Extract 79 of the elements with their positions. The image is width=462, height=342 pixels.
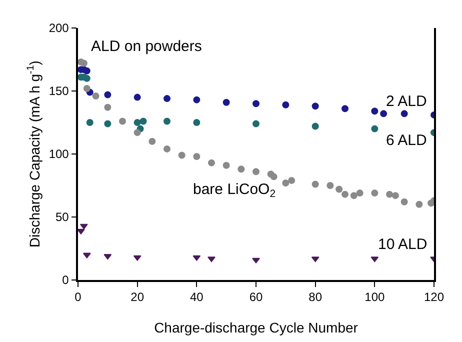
point [104, 104, 112, 111]
point [104, 91, 112, 98]
point [80, 224, 88, 230]
y-tick-label: 0 [62, 273, 70, 288]
point [83, 67, 90, 74]
x-tick-label: 60 [249, 290, 263, 304]
point [252, 120, 260, 128]
point [252, 100, 260, 108]
series-label: 2 ALD [386, 93, 428, 110]
point [104, 120, 112, 128]
point [192, 255, 201, 261]
point [392, 192, 399, 200]
point [416, 200, 423, 208]
point [104, 254, 112, 260]
x-tick-label: 40 [190, 290, 204, 304]
point [193, 96, 200, 104]
series-label: 6 ALD [386, 132, 428, 149]
point [336, 186, 343, 193]
point [342, 190, 348, 198]
point [282, 179, 290, 186]
point [371, 125, 378, 132]
point [178, 152, 186, 159]
y-tick-label: 200 [48, 21, 70, 36]
point [356, 190, 364, 197]
point [252, 168, 260, 176]
point [350, 192, 358, 200]
point [252, 258, 260, 264]
point [80, 60, 88, 67]
point [133, 255, 142, 261]
x-axis-title: Charge-discharge Cycle Number [154, 320, 358, 336]
point [222, 162, 230, 169]
series-label: bare LiCoO$_{2}$ [193, 181, 276, 200]
point [164, 145, 170, 152]
x-tick-label: 0 [74, 290, 82, 304]
point [312, 122, 319, 130]
point [312, 180, 319, 188]
point [83, 74, 90, 82]
point [134, 119, 141, 126]
point [386, 190, 393, 198]
point [282, 101, 290, 108]
y-tick-label: 100 [48, 147, 70, 162]
x-tick-label: 100 [364, 290, 385, 304]
point [270, 173, 278, 180]
point [312, 102, 319, 110]
point [311, 256, 320, 262]
point [119, 118, 126, 125]
point [288, 176, 296, 184]
point [83, 84, 90, 92]
point [370, 256, 379, 262]
point [400, 198, 408, 206]
x-tick-label: 20 [130, 290, 144, 304]
point [134, 129, 141, 136]
point [193, 153, 200, 160]
point [400, 110, 408, 118]
series-label: 10 ALD [378, 236, 428, 253]
point [148, 138, 156, 145]
point [208, 159, 215, 166]
y-tick-label: 50 [55, 210, 70, 224]
point [222, 98, 230, 106]
point [140, 118, 147, 125]
x-tick-label: 120 [424, 290, 444, 304]
point [371, 190, 378, 197]
point [371, 108, 378, 115]
point [134, 94, 141, 101]
point [238, 166, 245, 173]
point [164, 118, 170, 125]
point [164, 95, 170, 102]
point [86, 119, 94, 126]
point [78, 228, 85, 234]
annotation: ALD on powders [91, 38, 202, 55]
point [193, 119, 200, 126]
point [208, 256, 216, 262]
point [380, 110, 388, 118]
point [92, 92, 100, 100]
y-tick-label: 150 [48, 84, 70, 98]
point [82, 252, 91, 258]
x-tick-label: 80 [308, 290, 322, 304]
point [342, 105, 348, 112]
point [326, 182, 334, 189]
